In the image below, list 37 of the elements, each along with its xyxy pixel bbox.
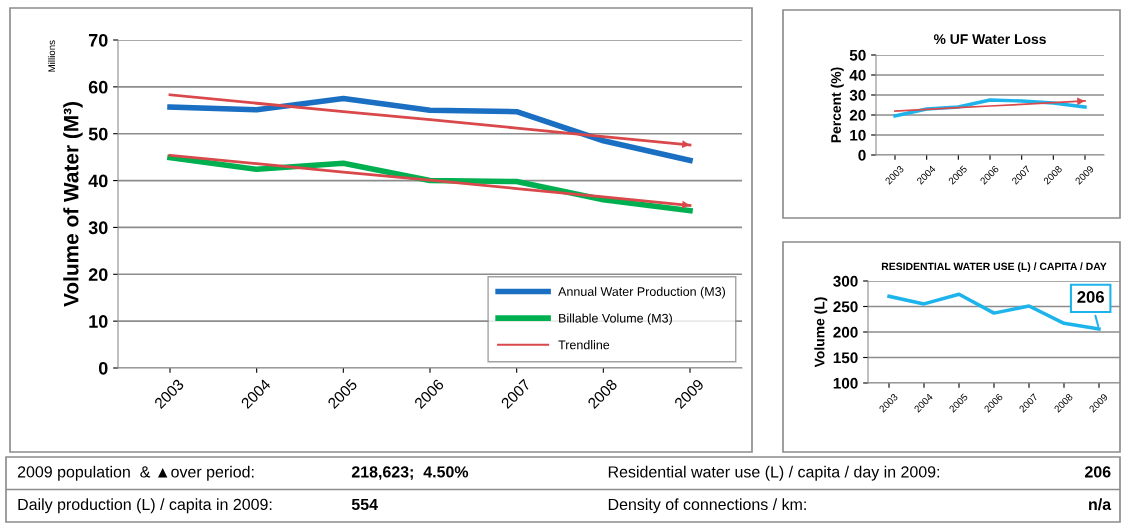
y-tick-label: 100 bbox=[833, 377, 858, 389]
text: Density of connections / km: bbox=[608, 498, 806, 514]
y-tick-label: 10 bbox=[850, 129, 866, 141]
chart-title: RESIDENTIAL WATER USE (L) / CAPITA / DAY bbox=[881, 262, 1107, 273]
y-tick-label: 0 bbox=[858, 149, 866, 161]
y-tick-label: 300 bbox=[833, 275, 858, 287]
y-tick-label: 70 bbox=[88, 33, 108, 47]
y-tick-label: 20 bbox=[88, 268, 108, 282]
y-tick-label: 30 bbox=[88, 221, 108, 235]
y-tick-label: 0 bbox=[98, 361, 108, 375]
y-tick-label: 40 bbox=[849, 69, 866, 81]
y-axis-title: Percent (%) bbox=[830, 67, 844, 143]
annotation: 206 bbox=[1077, 291, 1104, 303]
y-tick-label: 200 bbox=[833, 326, 858, 338]
y-tick-label: 10 bbox=[89, 315, 108, 328]
legend-label: Trendline bbox=[558, 340, 610, 350]
y-tick-label: 50 bbox=[88, 127, 108, 141]
text: 206 bbox=[1085, 466, 1111, 478]
y-tick-label: 250 bbox=[833, 301, 858, 313]
y-axis-title: Volume of Water (M³) bbox=[63, 102, 83, 307]
text: 554 bbox=[351, 498, 378, 511]
y-tick-label: 60 bbox=[88, 80, 108, 94]
y-tick-label: 20 bbox=[849, 109, 866, 121]
text: 2009 population & ▲over period: bbox=[17, 465, 254, 481]
y-tick-label: 50 bbox=[849, 49, 866, 61]
text: Millions bbox=[47, 40, 56, 72]
chart-title: % UF Water Loss bbox=[933, 34, 1046, 45]
text: 218,623; 4.50% bbox=[351, 466, 469, 480]
y-axis-title: Volume (L) bbox=[814, 297, 828, 368]
text: Daily production (L) / capita in 2009: bbox=[18, 498, 272, 514]
y-tick-label: 40 bbox=[88, 174, 108, 188]
legend-label: Billable Volume (M3) bbox=[559, 313, 672, 326]
legend-label: Annual Water Production (M3) bbox=[558, 286, 725, 299]
y-tick-label: 30 bbox=[849, 89, 866, 101]
y-tick-label: 150 bbox=[833, 352, 858, 364]
text: n/a bbox=[1089, 498, 1112, 511]
text: Residential water use (L) / capita / day in 2009: bbox=[608, 465, 940, 481]
